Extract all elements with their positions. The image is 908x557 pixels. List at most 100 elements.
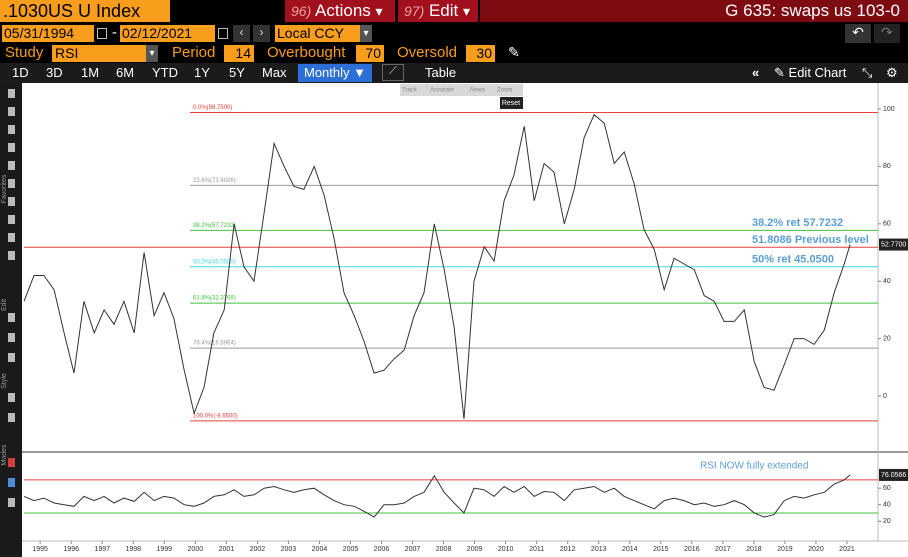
- tool-icon[interactable]: [8, 161, 15, 170]
- tool-icon[interactable]: [8, 197, 15, 206]
- tool-icon[interactable]: [8, 478, 15, 487]
- chart-tool[interactable]: Zoom: [497, 88, 512, 94]
- dropdown-arrow[interactable]: ▾: [360, 25, 372, 42]
- study-field[interactable]: RSI: [52, 45, 146, 62]
- tool-icon[interactable]: [8, 313, 15, 322]
- annotation: 50% ret 45.0500: [752, 254, 834, 266]
- fib-label: 100.0%(-8.6500): [193, 413, 238, 419]
- overbought-label: Overbought: [267, 44, 346, 61]
- prev-button[interactable]: ‹: [233, 25, 250, 42]
- end-date[interactable]: 02/12/2021: [120, 25, 215, 42]
- x-tick-label: 2017: [715, 546, 731, 553]
- edit-button[interactable]: 97) Edit ▾: [398, 0, 478, 22]
- pencil-icon[interactable]: ✎: [508, 44, 520, 60]
- tool-icon[interactable]: [8, 393, 15, 402]
- fib-label: 76.4%(16.6964): [193, 341, 236, 347]
- x-tick-label: 2005: [343, 546, 359, 553]
- menu-label: Edit: [428, 1, 459, 20]
- x-tick-label: 2008: [436, 546, 452, 553]
- calendar-icon[interactable]: [97, 28, 107, 39]
- reset-label[interactable]: Reset: [502, 100, 520, 107]
- tool-icon[interactable]: [8, 215, 15, 224]
- oversold-field[interactable]: 30: [466, 45, 495, 62]
- period-label: Period: [172, 44, 216, 61]
- dropdown-arrow[interactable]: ▾: [146, 45, 158, 62]
- x-tick-label: 1997: [94, 546, 110, 553]
- period-tab[interactable]: Max: [262, 65, 287, 80]
- sidebar-icons: [8, 89, 15, 507]
- tool-icon[interactable]: [8, 458, 15, 467]
- tool-icon[interactable]: [8, 125, 15, 134]
- x-tick-label: 2016: [684, 546, 700, 553]
- tool-icon[interactable]: [8, 89, 15, 98]
- period-field[interactable]: 14: [224, 45, 254, 62]
- x-tick-label: 2007: [405, 546, 421, 553]
- y-tick-label: 40: [883, 278, 891, 285]
- chart-bg: [22, 83, 908, 557]
- period-tab[interactable]: 1D: [12, 65, 29, 80]
- x-tick-label: 2011: [529, 546, 544, 553]
- menu-code: 96): [291, 3, 312, 19]
- x-tick-label: 2000: [188, 546, 204, 553]
- tool-icon[interactable]: [8, 413, 15, 422]
- edit-chart-button[interactable]: ✎ Edit Chart: [774, 64, 846, 82]
- currency-field[interactable]: Local CCY: [275, 25, 360, 42]
- next-button[interactable]: ›: [253, 25, 270, 42]
- oversold-label: Oversold: [397, 44, 458, 61]
- chart-tool[interactable]: News: [470, 88, 485, 94]
- menu-label: Actions: [315, 1, 371, 20]
- x-tick-label: 1996: [63, 546, 79, 553]
- y-tick-label: 100: [883, 106, 895, 113]
- chart-tool[interactable]: Track: [402, 88, 418, 94]
- chart-icon[interactable]: ⟋: [382, 64, 404, 81]
- tool-icon[interactable]: [8, 143, 15, 152]
- x-tick-label: 2006: [374, 546, 390, 553]
- x-tick-label: 2003: [281, 546, 297, 553]
- tool-icon[interactable]: [8, 353, 15, 362]
- fib-label: 38.2%(57.7232): [193, 223, 236, 229]
- x-tick-label: 2015: [653, 546, 669, 553]
- period-tab[interactable]: 3D: [46, 65, 63, 80]
- collapse-icon[interactable]: «: [752, 65, 760, 80]
- edit-icon: ✎: [774, 65, 785, 80]
- zoom-icon[interactable]: ⤡: [862, 65, 873, 80]
- calendar-icon[interactable]: [218, 28, 228, 39]
- fib-label: 0.0%(98.7500): [193, 105, 232, 111]
- sidebar: Favorites Edit Style Modes: [0, 83, 22, 557]
- redo-button[interactable]: ↷: [874, 24, 900, 43]
- reset-button[interactable]: [500, 97, 523, 109]
- x-tick-label: 2001: [219, 546, 235, 553]
- x-tick-label: 2004: [312, 546, 328, 553]
- sidebar-label: Modes: [1, 444, 8, 466]
- period-tab[interactable]: Monthly ▼: [298, 64, 372, 82]
- settings-icon[interactable]: ⚙: [886, 65, 898, 80]
- last-value-box: [879, 468, 908, 481]
- x-tick-label: 1995: [32, 546, 48, 553]
- tool-icon[interactable]: [8, 498, 15, 507]
- fib-label: 23.6%(73.4026): [193, 178, 236, 184]
- period-tab[interactable]: 5Y: [229, 65, 245, 80]
- sidebar-label: Style: [1, 373, 8, 389]
- undo-button[interactable]: ↶: [845, 24, 871, 43]
- x-tick-label: 2002: [250, 546, 266, 553]
- last-value-label: 52.7700: [881, 241, 906, 248]
- tool-icon[interactable]: [8, 251, 15, 260]
- x-tick-label: 2014: [622, 546, 638, 553]
- period-tab[interactable]: YTD: [152, 65, 178, 80]
- tool-icon[interactable]: [8, 333, 15, 342]
- period-tab[interactable]: 6M: [116, 65, 135, 80]
- tool-icon[interactable]: [8, 233, 15, 242]
- actions-button[interactable]: 96) Actions ▾: [285, 0, 395, 22]
- ticker-field[interactable]: .1030US U Index: [0, 0, 170, 22]
- period-tab[interactable]: 1Y: [194, 65, 210, 80]
- chart-tool[interactable]: Annotate: [430, 88, 455, 94]
- table-button[interactable]: Table: [425, 65, 457, 80]
- overbought-field[interactable]: 70: [356, 45, 384, 62]
- start-date[interactable]: 05/31/1994: [2, 25, 94, 42]
- y-tick-label: 20: [883, 335, 891, 342]
- period-tab[interactable]: 1M: [81, 65, 100, 80]
- tool-icon[interactable]: [8, 179, 15, 188]
- tool-icon[interactable]: [8, 107, 15, 116]
- series-line: [23, 113, 851, 420]
